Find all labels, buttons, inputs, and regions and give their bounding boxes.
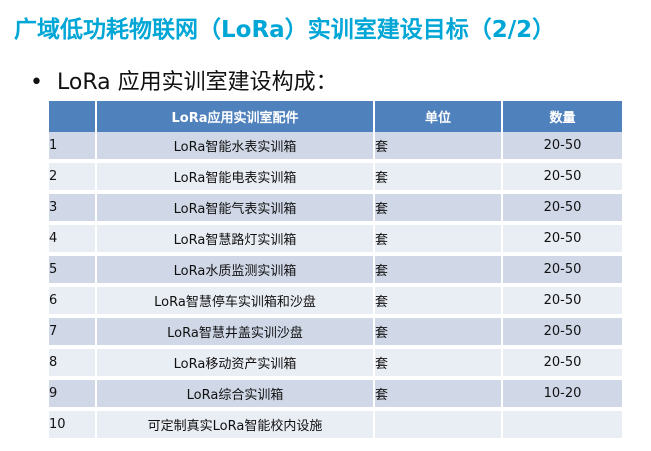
row-index: 4 — [49, 223, 97, 256]
row-unit: 套 — [374, 347, 503, 380]
row-index: 5 — [49, 254, 97, 287]
row-component: LoRa移动资产实训箱 — [96, 347, 375, 380]
row-component: LoRa智能水表实训箱 — [96, 132, 375, 163]
row-index: 1 — [49, 132, 97, 163]
row-quantity: 20-50 — [502, 161, 622, 194]
row-quantity: 20-50 — [502, 316, 622, 349]
row-component: LoRa智能气表实训箱 — [96, 192, 375, 225]
row-unit: 套 — [374, 223, 503, 256]
row-quantity: 20-50 — [502, 285, 622, 318]
row-index: 3 — [49, 192, 97, 225]
bullet-icon: • — [30, 70, 43, 95]
row-unit: 套 — [374, 285, 503, 318]
header-quantity: 数量 — [502, 101, 622, 132]
row-quantity: 20-50 — [502, 132, 622, 163]
subtitle: LoRa 应用实训室建设构成： — [56, 70, 338, 95]
table-row: 4 LoRa智慧路灯实训箱 套 20-50 — [49, 223, 622, 256]
row-component: 可定制真实LoRa智能校内设施 — [96, 409, 375, 442]
table-row: 8 LoRa移动资产实训箱 套 20-50 — [49, 347, 622, 380]
slide-title: 广域低功耗物联网（LoRa）实训室建设目标（2/2） — [14, 17, 556, 43]
parts-table: LoRa应用实训室配件 单位 数量 1 LoRa智能水表实训箱 套 20-50 … — [49, 101, 622, 442]
table-row: 1 LoRa智能水表实训箱 套 20-50 — [49, 132, 622, 163]
row-index: 2 — [49, 161, 97, 194]
row-component: LoRa智能电表实训箱 — [96, 161, 375, 194]
table-row: 6 LoRa智慧停车实训箱和沙盘 套 20-50 — [49, 285, 622, 318]
row-quantity — [502, 409, 622, 442]
table-row: 5 LoRa水质监测实训箱 套 20-50 — [49, 254, 622, 287]
row-index: 10 — [49, 409, 97, 442]
row-component: LoRa综合实训箱 — [96, 378, 375, 411]
row-index: 9 — [49, 378, 97, 411]
table-row: 10 可定制真实LoRa智能校内设施 — [49, 409, 622, 442]
row-component: LoRa智慧停车实训箱和沙盘 — [96, 285, 375, 318]
header-component: LoRa应用实训室配件 — [96, 101, 375, 132]
header-unit: 单位 — [374, 101, 503, 132]
row-unit: 套 — [374, 316, 503, 349]
row-unit — [374, 409, 503, 442]
row-quantity: 20-50 — [502, 223, 622, 256]
row-component: LoRa水质监测实训箱 — [96, 254, 375, 287]
table-row: 3 LoRa智能气表实训箱 套 20-50 — [49, 192, 622, 225]
row-index: 7 — [49, 316, 97, 349]
row-quantity: 20-50 — [502, 347, 622, 380]
subtitle-row: • LoRa 应用实训室建设构成： — [30, 64, 338, 96]
table-row: 9 LoRa综合实训箱 套 10-20 — [49, 378, 622, 411]
row-unit: 套 — [374, 254, 503, 287]
row-component: LoRa智慧路灯实训箱 — [96, 223, 375, 256]
table-row: 7 LoRa智慧井盖实训沙盘 套 20-50 — [49, 316, 622, 349]
row-unit: 套 — [374, 192, 503, 225]
row-index: 8 — [49, 347, 97, 380]
row-component: LoRa智慧井盖实训沙盘 — [96, 316, 375, 349]
row-quantity: 10-20 — [502, 378, 622, 411]
row-unit: 套 — [374, 161, 503, 194]
row-quantity: 20-50 — [502, 254, 622, 287]
header-index — [49, 101, 97, 132]
row-quantity: 20-50 — [502, 192, 622, 225]
row-unit: 套 — [374, 378, 503, 411]
table-header-row: LoRa应用实训室配件 单位 数量 — [49, 101, 622, 132]
table-row: 2 LoRa智能电表实训箱 套 20-50 — [49, 161, 622, 194]
row-unit: 套 — [374, 132, 503, 163]
row-index: 6 — [49, 285, 97, 318]
